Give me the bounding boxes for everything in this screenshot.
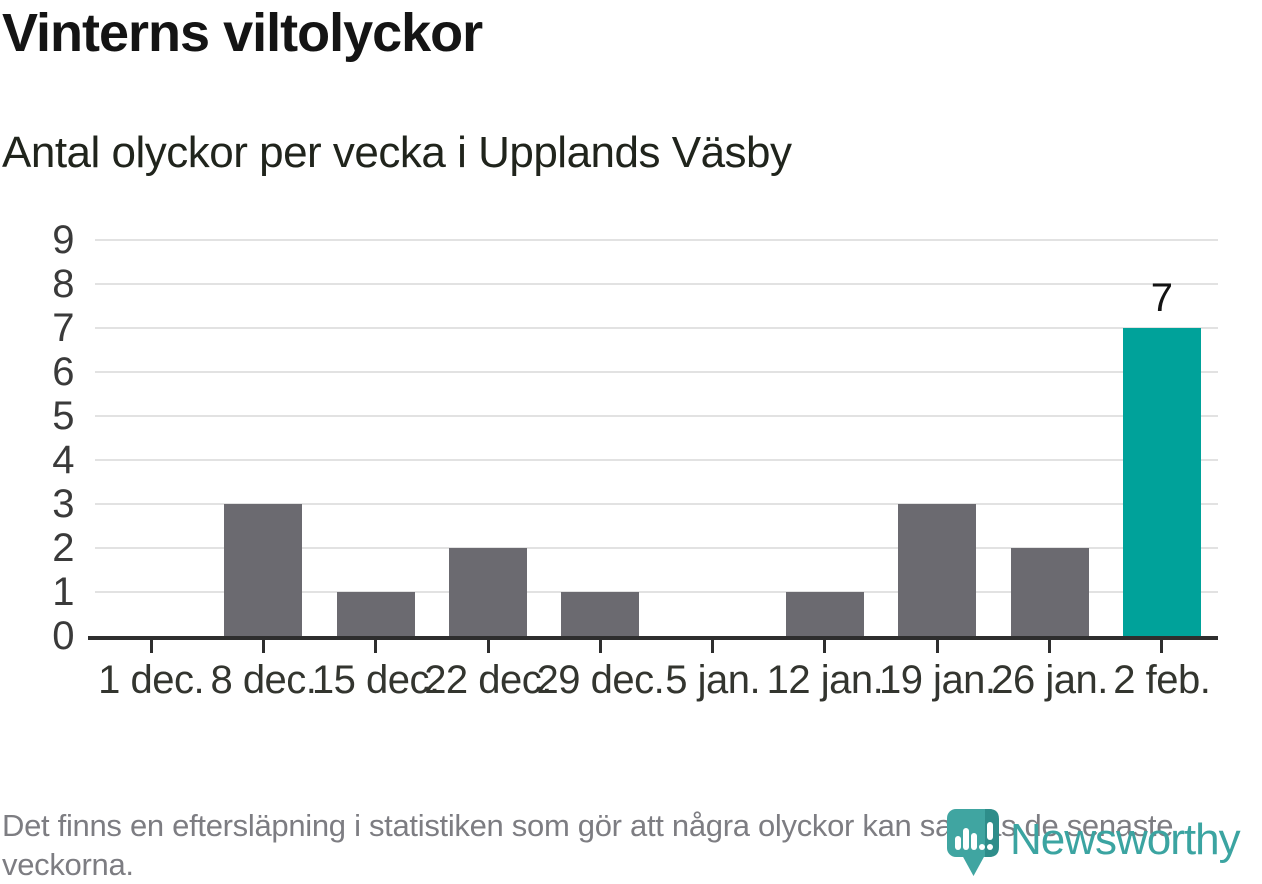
gridline <box>95 415 1218 417</box>
x-axis-tick <box>261 640 265 653</box>
gridline <box>95 547 1218 549</box>
y-axis-tick-label: 9 <box>52 218 74 262</box>
y-axis-tick-label: 7 <box>52 306 74 350</box>
y-axis-tick-label: 0 <box>52 614 74 658</box>
gridline <box>95 503 1218 505</box>
x-axis-tick <box>1048 640 1052 653</box>
bar-12 jan. <box>785 592 864 636</box>
y-axis-tick-label: 8 <box>52 262 74 306</box>
gridline <box>95 283 1218 285</box>
x-axis-tick-label: 26 jan. <box>991 658 1108 702</box>
y-axis-tick-label: 1 <box>52 570 74 614</box>
gridline <box>95 327 1218 329</box>
x-axis-tick <box>823 640 827 653</box>
page-title: Vinterns viltolyckor <box>2 3 483 63</box>
x-axis-tick-label: 29 dec. <box>536 658 665 702</box>
x-axis-line <box>88 636 1218 640</box>
x-axis-tick <box>711 640 715 653</box>
y-axis-tick-label: 6 <box>52 350 74 394</box>
gridline <box>95 371 1218 373</box>
x-axis-tick-label: 12 jan. <box>766 658 884 702</box>
x-axis-tick-label: 2 feb. <box>1113 658 1211 702</box>
newsworthy-pin-icon <box>947 809 999 876</box>
bar-29 dec. <box>561 592 640 636</box>
x-axis-tick <box>486 640 490 653</box>
x-axis-tick <box>1160 640 1164 653</box>
x-axis-tick-label: 5 jan. <box>665 658 761 702</box>
newsworthy-logo: Newsworthy <box>946 808 1262 879</box>
bar-8 dec. <box>224 504 303 636</box>
bar-15 dec. <box>336 592 415 636</box>
x-axis-tick-label: 22 dec. <box>424 658 552 702</box>
gridline <box>95 239 1218 241</box>
x-axis-tick <box>149 640 153 653</box>
bar-22 dec. <box>449 548 528 636</box>
x-axis-tick-label: 15 dec. <box>311 658 440 702</box>
y-axis-tick-label: 5 <box>52 394 74 438</box>
x-axis-tick <box>374 640 378 653</box>
x-axis-tick-label: 1 dec. <box>98 658 205 702</box>
bar-19 jan. <box>898 504 977 636</box>
x-axis-tick-label: 8 dec. <box>210 658 317 702</box>
bar-2 feb. <box>1122 328 1201 636</box>
plot-area: 7 <box>95 239 1218 636</box>
gridline <box>95 459 1218 461</box>
x-axis-tick <box>935 640 939 653</box>
y-axis-tick-label: 3 <box>52 482 74 526</box>
x-axis-tick <box>598 640 602 653</box>
bar-value-label: 7 <box>1150 276 1173 320</box>
bar-26 jan. <box>1010 548 1089 636</box>
y-axis-tick-label: 2 <box>52 526 74 570</box>
y-axis-tick-label: 4 <box>52 438 74 482</box>
newsworthy-logo-text: Newsworthy <box>1010 814 1241 864</box>
chart-subtitle: Antal olyckor per vecka i Upplands Väsby <box>2 128 792 177</box>
x-axis-tick-label: 19 jan. <box>878 658 996 702</box>
gridline <box>95 591 1218 593</box>
